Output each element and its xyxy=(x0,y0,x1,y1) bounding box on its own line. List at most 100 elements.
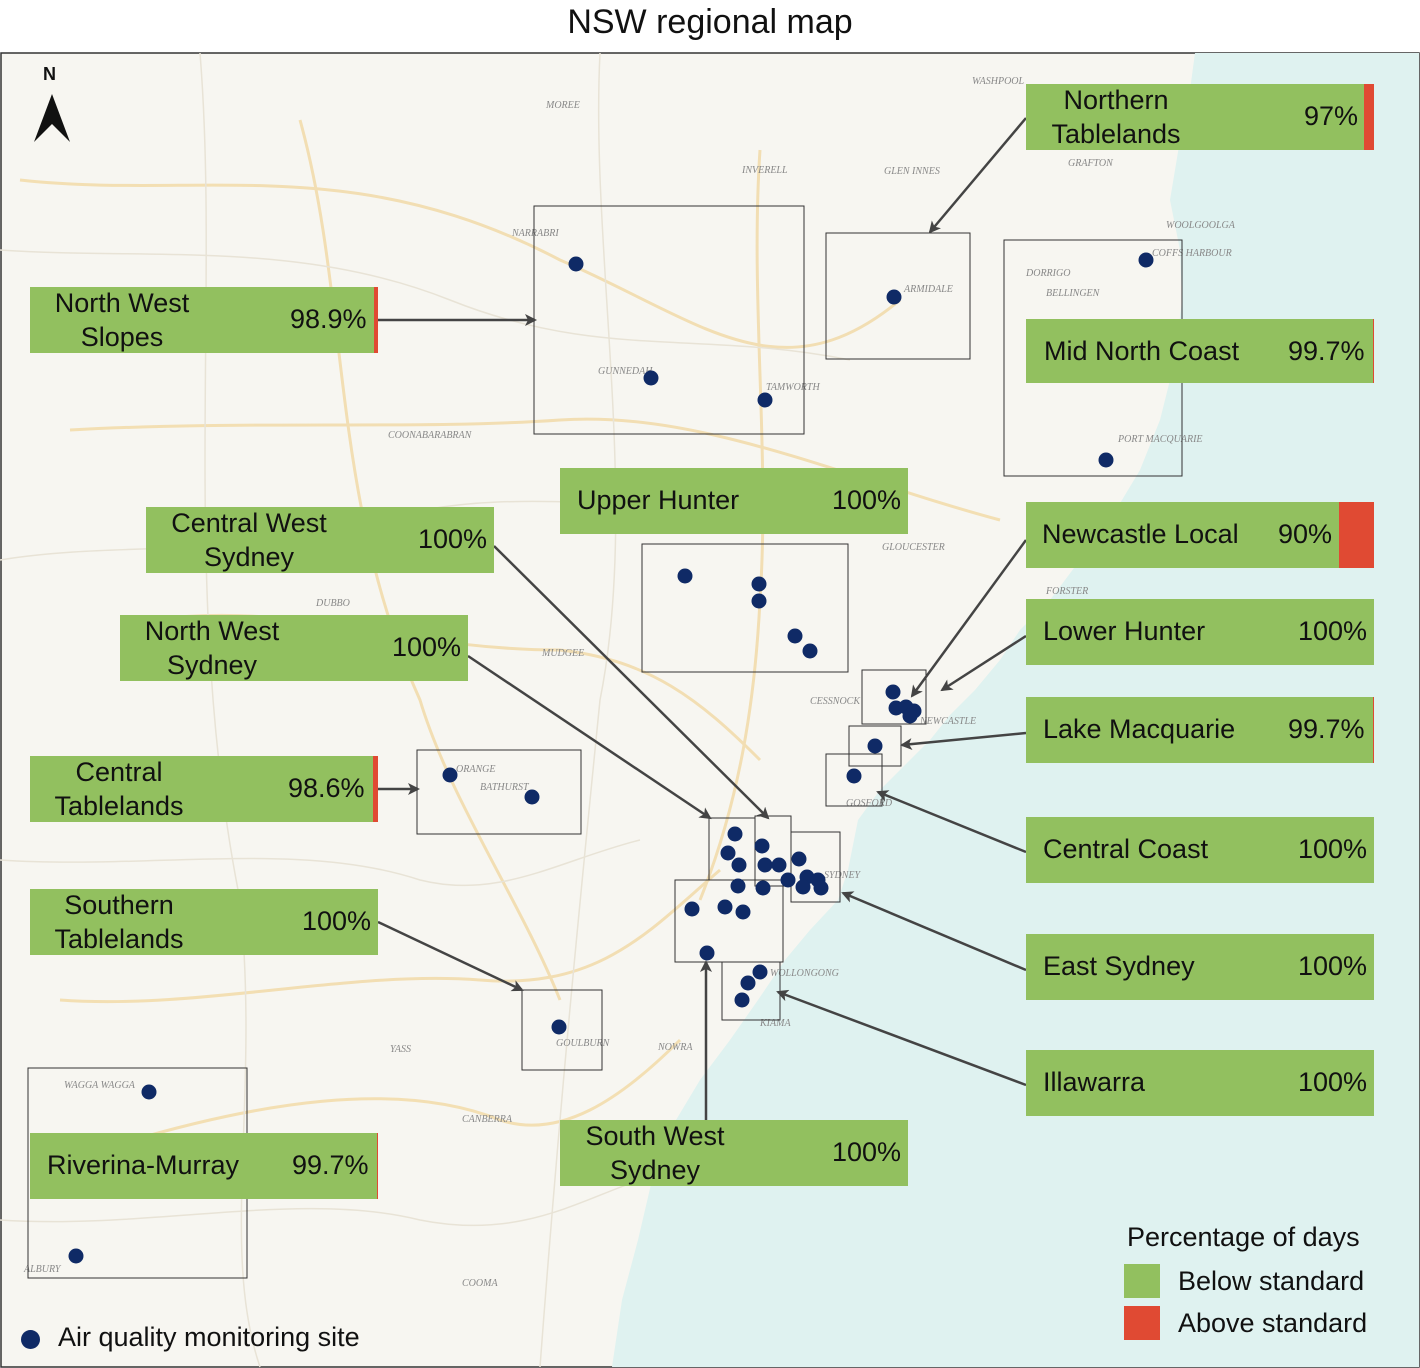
place-label: ARMIDALE xyxy=(903,284,953,295)
region-panel-central-west-sydney: Central West Sydney 100% xyxy=(146,507,494,573)
region-label: East Sydney xyxy=(1043,951,1195,981)
place-label: COFFS HARBOUR xyxy=(1152,248,1232,259)
box-upper-hunter xyxy=(641,543,849,673)
place-label: ALBURY xyxy=(23,1264,62,1275)
arrow-newcastle-local xyxy=(910,539,1028,698)
place-label: WAGGA WAGGA xyxy=(64,1080,136,1091)
region-panel-central-coast: Central Coast 100% xyxy=(1026,817,1374,883)
region-panel-mid-north-coast: Mid North Coast 99.7% xyxy=(1026,319,1374,383)
monitoring-site-icon xyxy=(791,851,807,867)
site-marker-icon xyxy=(21,1330,40,1349)
place-label: DUBBO xyxy=(315,598,350,609)
region-label: Lower Hunter xyxy=(1043,616,1206,646)
region-panel-northern-tablelands: Northern Tablelands 97% xyxy=(1026,84,1374,150)
region-label: North West Slopes xyxy=(54,288,190,352)
region-value: 98.9% xyxy=(290,304,367,334)
monitoring-site-icon xyxy=(754,838,770,854)
monitoring-site-icon xyxy=(886,289,902,305)
box-southern-tablelands xyxy=(521,989,603,1071)
region-panel-upper-hunter: Upper Hunter 100% xyxy=(560,468,908,534)
north-arrow-icon xyxy=(34,94,70,142)
region-value: 99.7% xyxy=(1288,336,1365,366)
site-legend-label: Air quality monitoring site xyxy=(58,1322,360,1352)
monitoring-site-icon xyxy=(141,1084,157,1100)
place-label: KIAMA xyxy=(759,1018,791,1029)
arrow-central-west-sydney xyxy=(493,545,770,820)
place-label: WOOLGOOLGA xyxy=(1166,220,1236,231)
region-bar-above xyxy=(1373,697,1374,763)
region-bar-below xyxy=(1026,319,1373,383)
monitoring-site-icon xyxy=(755,880,771,896)
region-panel-east-sydney: East Sydney 100% xyxy=(1026,934,1374,1000)
place-label: COOMA xyxy=(462,1278,498,1289)
region-label: Central Coast xyxy=(1043,834,1209,864)
monitoring-site-icon xyxy=(780,872,796,888)
page-title: NSW regional map xyxy=(567,3,853,41)
legend-above-label: Above standard xyxy=(1178,1308,1368,1338)
region-label: Lake Macquarie xyxy=(1043,714,1236,744)
region-label: Upper Hunter xyxy=(577,485,740,515)
region-bar-below xyxy=(30,1133,377,1199)
arrow-lake-macquarie xyxy=(900,731,1027,751)
region-value: 99.7% xyxy=(1288,714,1365,744)
region-label: Central West Sydney xyxy=(171,508,327,572)
monitoring-site-icon xyxy=(730,878,746,894)
region-panel-central-tablelands: Central Tablelands 98.6% xyxy=(30,756,378,822)
monitoring-site-icon xyxy=(902,708,918,724)
arrow-central-coast xyxy=(876,790,1027,854)
box-newcastle xyxy=(861,669,927,725)
region-bar-above xyxy=(1339,502,1374,568)
region-value: 97% xyxy=(1304,101,1359,131)
region-bar-above xyxy=(374,287,378,353)
place-label: PORT MACQUARIE xyxy=(1117,434,1203,445)
arrow-north-west-sydney xyxy=(467,654,712,820)
box-northern-tablelands xyxy=(825,232,971,360)
monitoring-site-icon xyxy=(795,879,811,895)
region-panel-south-west-sydney: South West Sydney 100% xyxy=(560,1120,908,1186)
arrow-illawarra xyxy=(776,989,1027,1087)
monitoring-site-icon xyxy=(751,576,767,592)
monitoring-site-icon xyxy=(751,593,767,609)
region-value: 100% xyxy=(832,1137,902,1167)
region-value: 99.7% xyxy=(292,1150,369,1180)
region-bar-below xyxy=(1026,84,1364,150)
site-legend: Air quality monitoring site xyxy=(18,1322,438,1362)
region-bar-above xyxy=(377,1133,378,1199)
monitoring-site-icon xyxy=(740,975,756,991)
arrow-southern-tablelands xyxy=(377,920,524,992)
arrow-northern-tablelands xyxy=(928,117,1027,234)
legend: Percentage of days Below standard Above … xyxy=(1110,1222,1410,1352)
monitoring-site-icon xyxy=(731,857,747,873)
region-value: 100% xyxy=(392,632,462,662)
legend-above-swatch xyxy=(1124,1306,1160,1340)
place-label: NARRABRI xyxy=(511,228,559,239)
place-label: WASHPOOL xyxy=(972,76,1025,87)
box-central-coast xyxy=(825,753,883,807)
region-bar-below xyxy=(1026,817,1374,883)
monitoring-site-icon xyxy=(771,857,787,873)
monitoring-site-icon xyxy=(68,1248,84,1264)
region-label: Illawarra xyxy=(1043,1067,1146,1097)
monitoring-site-icon xyxy=(1098,452,1114,468)
region-label: Mid North Coast xyxy=(1044,336,1240,366)
compass-label: N xyxy=(43,64,56,84)
region-bar-below xyxy=(1026,599,1374,665)
place-label: CESSNOCK xyxy=(810,696,861,707)
monitoring-site-icon xyxy=(752,964,768,980)
region-bar-below xyxy=(30,287,374,353)
region-value: 98.6% xyxy=(288,773,365,803)
monitoring-site-icon xyxy=(757,857,773,873)
arrow-lower-hunter xyxy=(940,634,1027,692)
monitoring-site-icon xyxy=(684,901,700,917)
monitoring-site-icon xyxy=(846,768,862,784)
region-value: 100% xyxy=(302,906,372,936)
place-label: INVERELL xyxy=(741,165,788,176)
region-panel-lower-hunter: Lower Hunter 100% xyxy=(1026,599,1374,665)
region-panel-lake-macquarie: Lake Macquarie 99.7% xyxy=(1026,697,1374,763)
place-label: COONABARABRAN xyxy=(388,430,473,441)
place-label: CANBERRA xyxy=(462,1114,513,1125)
monitoring-site-icon xyxy=(757,392,773,408)
place-label: GLEN INNES xyxy=(884,166,940,177)
monitoring-site-icon xyxy=(643,370,659,386)
legend-below-label: Below standard xyxy=(1178,1266,1365,1296)
